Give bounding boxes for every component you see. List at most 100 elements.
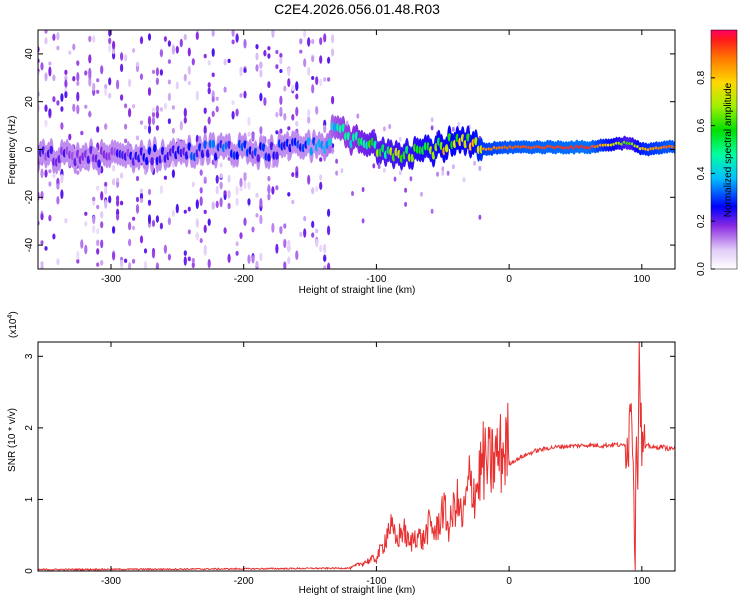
spectrogram-noise-cell: [239, 232, 243, 240]
snr-panel: -300 -200 -100 0 100 0 1 2 3 Height of straight …: [7, 311, 676, 596]
spectrogram-noise-cell: [92, 82, 96, 92]
spectrogram-noise-cell: [203, 248, 207, 256]
spectrogram-noise-cell: [88, 54, 92, 64]
spectrogram-noise-cell: [52, 33, 56, 41]
spectrogram-noise-cell: [179, 120, 183, 131]
spectrogram-noise-cell: [167, 118, 171, 125]
spectrogram-noise-cell: [92, 224, 96, 234]
spectrogram-noise-cell: [331, 148, 335, 154]
spectrogram-noise-cell: [56, 183, 60, 190]
spectrogram-noise-cell: [398, 136, 402, 142]
y-tick-label: 40: [24, 48, 35, 60]
spectrogram-noise-cell: [211, 30, 215, 37]
spectrogram-noise-cell: [327, 262, 331, 269]
spectrogram-noise-cell: [279, 57, 283, 65]
spectrogram-noise-cell: [171, 105, 175, 110]
spectrogram-noise-cell: [167, 217, 171, 226]
spectrogram-noise-cell: [151, 219, 156, 227]
spectrogram-noise-cell: [291, 84, 295, 92]
spectrogram-noise-cell: [255, 44, 259, 50]
spectrogram-noise-cell: [155, 105, 159, 113]
spectrogram-noise-cell: [76, 170, 80, 175]
spectrogram-noise-cell: [92, 215, 96, 224]
snr-y-scale-label: (x104): [7, 311, 19, 338]
spectrogram-noise-cell: [311, 76, 315, 80]
spectrogram-noise-cell: [295, 93, 299, 100]
spectrogram-noise-cell: [215, 200, 219, 208]
spectrogram-noise-cell: [147, 188, 152, 195]
spectrogram-noise-cell: [311, 232, 315, 238]
spectrogram-noise-cell: [243, 174, 247, 182]
spectrogram-noise-cell: [323, 33, 327, 43]
spectrogram-noise-cell: [287, 78, 291, 88]
spectrogram-noise-cell: [124, 103, 128, 109]
spectrogram-noise-cell: [72, 43, 76, 51]
spectrogram-noise-cell: [96, 89, 100, 94]
spectrogram-noise-cell: [335, 158, 338, 164]
spectrogram-noise-cell: [112, 40, 116, 50]
spectrogram-ridge-cell: [328, 137, 332, 147]
y-tick-label: 0: [24, 568, 35, 574]
spectrogram-noise-cell: [377, 164, 381, 169]
spectrogram-noise-cell: [227, 58, 231, 64]
spectrogram-noise-cell: [135, 61, 140, 67]
spectrogram-noise-cell: [235, 250, 239, 256]
spectrogram-noise-cell: [72, 103, 76, 112]
y-tick-label: 0: [24, 146, 35, 152]
spectrogram-noise-cell: [211, 72, 215, 78]
spectrogram-noise-cell: [271, 222, 275, 233]
spectrogram-noise-cell: [478, 214, 482, 220]
spectrogram-noise-cell: [116, 199, 120, 207]
spectrogram-noise-cell: [56, 258, 60, 266]
spectrogram-noise-cell: [267, 53, 271, 59]
spectrogram-noise-cell: [100, 221, 104, 229]
spectrogram-noise-cell: [163, 102, 167, 110]
spectrogram-noise-cell: [251, 132, 255, 142]
spectrogram-noise-cell: [307, 116, 311, 124]
spectrogram-ridge-cell: [410, 154, 415, 163]
spectrogram-ridge-cell: [145, 156, 149, 166]
spectrogram-noise-cell: [259, 252, 263, 262]
spectrogram-noise-cell: [88, 77, 92, 87]
snr-frame: [37, 341, 676, 572]
spectrogram-noise-cell: [187, 256, 191, 262]
spectrogram-noise-cell: [223, 227, 227, 234]
spectrogram-noise-cell: [147, 87, 152, 96]
spectrogram-noise-cell: [175, 81, 179, 90]
spectrogram-noise-cell: [279, 106, 283, 115]
spectrogram-noise-cell: [311, 55, 315, 63]
spectrogram-noise-cell: [151, 250, 156, 259]
spectrogram-noise-cell: [231, 30, 235, 37]
spectrogram-noise-cell: [436, 171, 439, 177]
spectrogram-noise-cell: [303, 215, 307, 222]
spectrogram-noise-cell: [388, 124, 392, 129]
spectrogram-noise-cell: [420, 191, 423, 197]
spectrogram-noise-cell: [48, 214, 52, 222]
spectrogram-noise-cell: [132, 216, 136, 221]
spectrogram-noise-cell: [207, 82, 211, 88]
spectrogram-noise-cell: [231, 39, 235, 45]
spectrogram-noise-cell: [155, 215, 159, 223]
spectrogram-noise-cell: [203, 107, 207, 114]
spectrogram-noise-cell: [311, 84, 315, 94]
spectrogram-noise-cell: [327, 77, 331, 82]
spectrogram-noise-cell: [92, 35, 96, 43]
x-tick-label: 100: [633, 576, 650, 587]
spectrogram-noise-cell: [351, 191, 354, 196]
spectrogram-noise-cell: [259, 198, 263, 208]
spectrogram-noise-cell: [171, 169, 175, 179]
spectrogram-noise-cell: [76, 250, 80, 260]
spectrogram-noise-cell: [215, 185, 219, 195]
spectrogram-noise-cell: [64, 79, 68, 88]
spectrogram-noise-cell: [307, 66, 311, 76]
spectrogram-noise-cell: [120, 94, 124, 101]
spectrogram-noise-cell: [267, 175, 271, 182]
spectrogram-noise-cell: [356, 113, 360, 119]
spectrogram-noise-cell: [203, 125, 207, 135]
spectrogram-noise-cell: [331, 34, 335, 44]
spectrogram-noise-cell: [340, 168, 344, 174]
y-tick-label: -40: [24, 237, 35, 252]
spectrogram-noise-cell: [167, 253, 171, 261]
spectrogram-noise-cell: [215, 105, 219, 113]
